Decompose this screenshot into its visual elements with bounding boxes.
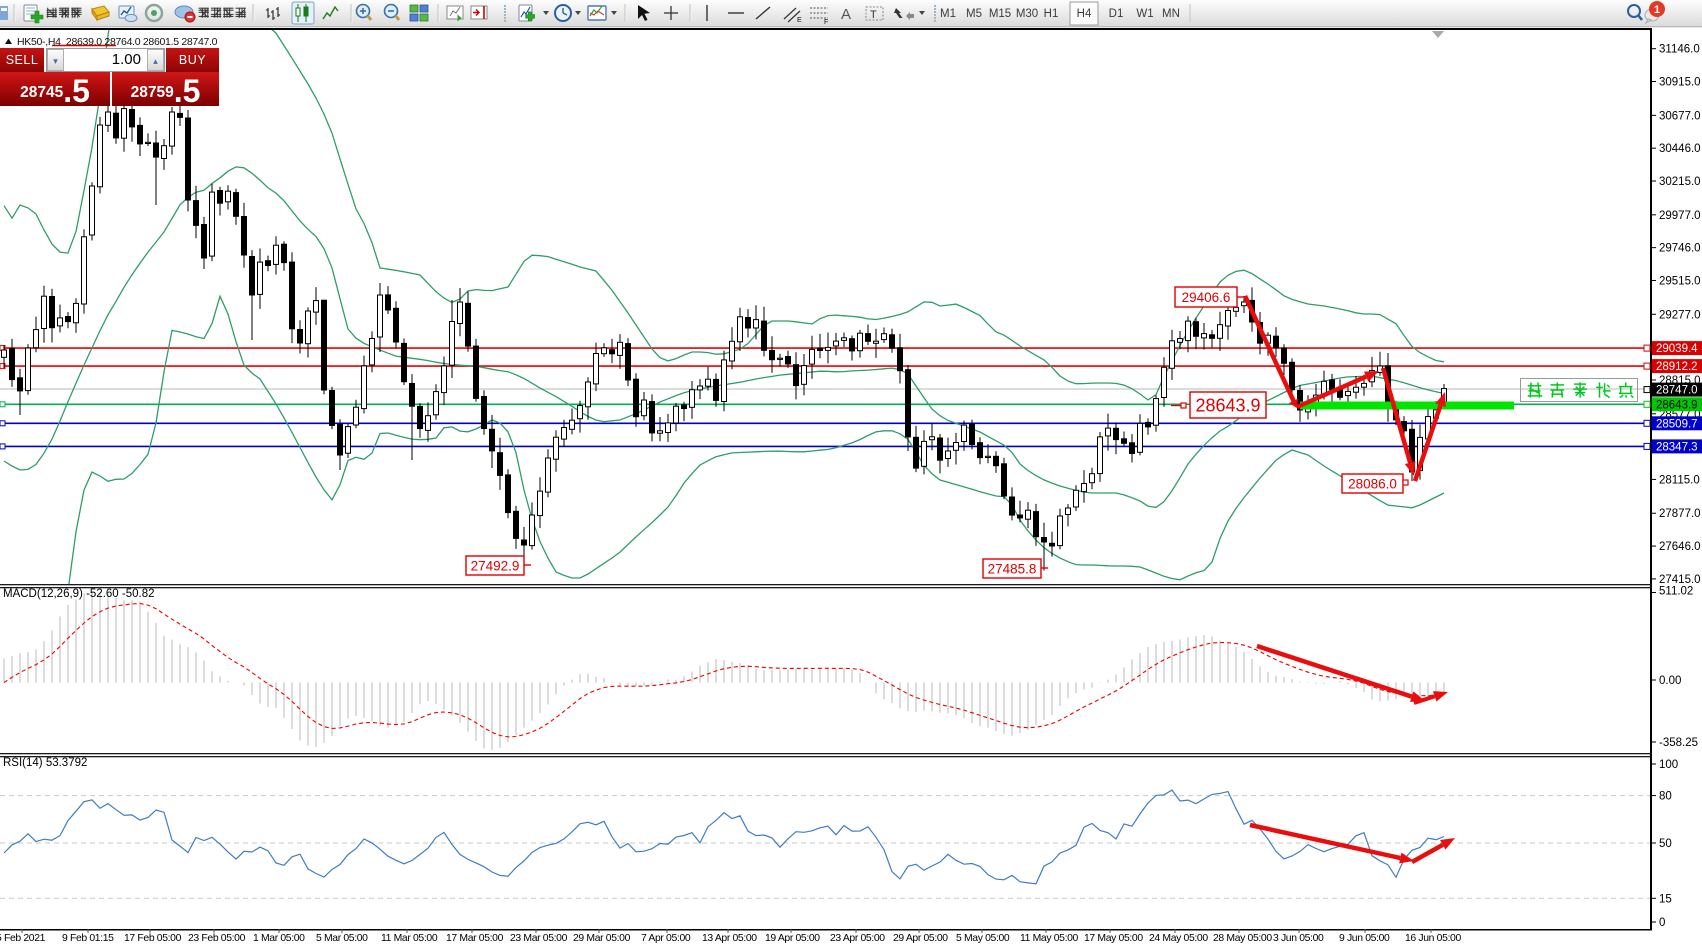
svg-text:M15: M15 — [989, 8, 1011, 20]
svg-text:29406.6: 29406.6 — [1182, 290, 1231, 305]
svg-text:50: 50 — [1659, 838, 1672, 850]
svg-text:-358.25: -358.25 — [1659, 737, 1698, 749]
svg-text:D1: D1 — [1109, 8, 1124, 20]
svg-text:9 Feb 01:15: 9 Feb 01:15 — [62, 933, 114, 944]
svg-text:0: 0 — [1659, 917, 1665, 929]
svg-text:A: A — [841, 6, 851, 23]
svg-text:27646.0: 27646.0 — [1659, 541, 1701, 553]
svg-text:M30: M30 — [1016, 8, 1038, 20]
svg-text:23 Apr 05:00: 23 Apr 05:00 — [830, 933, 885, 944]
svg-text:3 Jun 05:00: 3 Jun 05:00 — [1273, 933, 1324, 944]
svg-text:27415.0: 27415.0 — [1659, 574, 1701, 586]
svg-text:27492.9: 27492.9 — [471, 558, 520, 573]
svg-text:23 Feb 05:00: 23 Feb 05:00 — [188, 933, 246, 944]
svg-text:29 Mar 05:00: 29 Mar 05:00 — [573, 933, 631, 944]
svg-text:MACD(12,26,9) -52.60 -50.82: MACD(12,26,9) -52.60 -50.82 — [3, 588, 155, 600]
svg-text:0.00: 0.00 — [1659, 675, 1681, 687]
svg-text:16 Jun 05:00: 16 Jun 05:00 — [1405, 933, 1461, 944]
svg-text:100: 100 — [1659, 759, 1678, 771]
svg-text:W1: W1 — [1136, 8, 1153, 20]
svg-text:MN: MN — [1162, 8, 1180, 20]
svg-text:5 May 05:00: 5 May 05:00 — [956, 933, 1010, 944]
svg-text:28912.2: 28912.2 — [1656, 361, 1698, 373]
svg-text:1 Mar 05:00: 1 Mar 05:00 — [253, 933, 305, 944]
svg-text:27877.0: 27877.0 — [1659, 508, 1701, 520]
svg-text:28086.0: 28086.0 — [1348, 476, 1397, 491]
svg-text:17 Feb 05:00: 17 Feb 05:00 — [124, 933, 182, 944]
svg-text:29746.0: 29746.0 — [1659, 243, 1701, 255]
svg-text:31146.0: 31146.0 — [1659, 44, 1700, 56]
svg-text:T: T — [870, 9, 877, 21]
svg-text:9 Jun 05:00: 9 Jun 05:00 — [1339, 933, 1390, 944]
svg-text:30215.0: 30215.0 — [1659, 176, 1701, 188]
svg-text:29977.0: 29977.0 — [1659, 210, 1701, 222]
svg-text:511.02: 511.02 — [1659, 586, 1693, 598]
svg-text:28643.9: 28643.9 — [1195, 395, 1260, 415]
svg-text:29 Apr 05:00: 29 Apr 05:00 — [893, 933, 948, 944]
svg-text:M1: M1 — [940, 8, 956, 20]
svg-text:19 Apr 05:00: 19 Apr 05:00 — [765, 933, 820, 944]
svg-text:15: 15 — [1659, 893, 1672, 905]
svg-text:11 Mar 05:00: 11 Mar 05:00 — [381, 933, 438, 944]
svg-text:30677.0: 30677.0 — [1659, 110, 1701, 122]
svg-text:28509.7: 28509.7 — [1656, 418, 1698, 430]
svg-text:29039.4: 29039.4 — [1656, 343, 1698, 355]
svg-text:28115.0: 28115.0 — [1659, 474, 1700, 486]
svg-text:HK50-,H4 28639.0 28764.0 2860: HK50-,H4 28639.0 28764.0 28601.5 28747.0 — [17, 36, 218, 48]
svg-text:27485.8: 27485.8 — [988, 561, 1037, 576]
svg-text:7 Apr 05:00: 7 Apr 05:00 — [641, 933, 691, 944]
svg-text:F: F — [824, 19, 828, 26]
svg-text:M5: M5 — [966, 8, 982, 20]
svg-text:H1: H1 — [1044, 8, 1059, 20]
svg-text:80: 80 — [1659, 791, 1672, 803]
svg-text:29515.0: 29515.0 — [1659, 275, 1701, 287]
svg-text:5 Feb 2021: 5 Feb 2021 — [0, 933, 46, 944]
svg-text:28347.3: 28347.3 — [1656, 441, 1698, 453]
svg-text:RSI(14) 53.3792: RSI(14) 53.3792 — [3, 757, 87, 769]
svg-text:17 May 05:00: 17 May 05:00 — [1084, 933, 1143, 944]
svg-text:E: E — [797, 17, 802, 24]
svg-text:H4: H4 — [1077, 8, 1092, 20]
svg-text:13 Apr 05:00: 13 Apr 05:00 — [702, 933, 757, 944]
svg-text:5 Mar 05:00: 5 Mar 05:00 — [316, 933, 368, 944]
svg-text:28747.0: 28747.0 — [1656, 385, 1698, 397]
svg-text:30446.0: 30446.0 — [1659, 143, 1701, 155]
svg-text:29277.0: 29277.0 — [1659, 309, 1701, 321]
svg-text:23 Mar 05:00: 23 Mar 05:00 — [510, 933, 568, 944]
svg-text:28 May 05:00: 28 May 05:00 — [1213, 933, 1272, 944]
svg-text:28643.9: 28643.9 — [1656, 399, 1698, 411]
svg-text:11 May 05:00: 11 May 05:00 — [1020, 933, 1079, 944]
svg-text:17 Mar 05:00: 17 Mar 05:00 — [446, 933, 504, 944]
svg-text:24 May 05:00: 24 May 05:00 — [1149, 933, 1208, 944]
svg-text:30915.0: 30915.0 — [1659, 77, 1701, 89]
svg-text:1: 1 — [1654, 4, 1660, 16]
